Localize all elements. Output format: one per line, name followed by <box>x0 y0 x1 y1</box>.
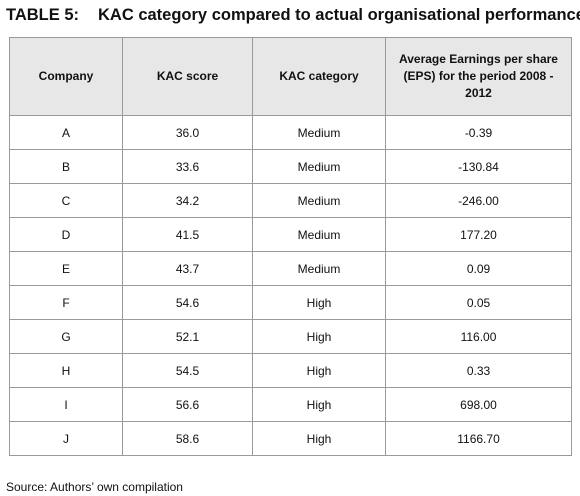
eps-cell: 0.05 <box>385 285 572 320</box>
table-row: I 56.6 High 698.00 <box>9 387 572 422</box>
eps-cell: 177.20 <box>385 217 572 252</box>
header-row: Company KAC score KAC category Average E… <box>9 37 572 116</box>
table-number: TABLE 5: <box>6 6 80 24</box>
table-row: A 36.0 Medium -0.39 <box>9 115 572 150</box>
table-body: A 36.0 Medium -0.39 B 33.6 Medium -130.84 C 34.2 M… <box>9 115 572 456</box>
eps-cell: 0.33 <box>385 353 572 388</box>
table-title: TABLE 5: KAC category compared to actual … <box>6 4 580 26</box>
kac-category-cell: High <box>252 387 386 422</box>
kac-category-cell: High <box>252 353 386 388</box>
header-kac-score: KAC score <box>122 37 253 116</box>
table-row: D 41.5 Medium 177.20 <box>9 217 572 252</box>
kac-score-cell: 34.2 <box>122 183 253 218</box>
kac-score-cell: 54.5 <box>122 353 253 388</box>
table-row: B 33.6 Medium -130.84 <box>9 149 572 184</box>
kac-category-cell: Medium <box>252 149 386 184</box>
kac-score-cell: 58.6 <box>122 421 253 456</box>
eps-cell: -130.84 <box>385 149 572 184</box>
company-cell: H <box>9 353 123 388</box>
kac-score-cell: 41.5 <box>122 217 253 252</box>
kac-category-cell: High <box>252 285 386 320</box>
eps-cell: -0.39 <box>385 115 572 150</box>
kac-score-cell: 56.6 <box>122 387 253 422</box>
header-average-eps: Average Earnings per share (EPS) for the… <box>385 37 572 116</box>
kac-category-cell: Medium <box>252 217 386 252</box>
eps-cell: -246.00 <box>385 183 572 218</box>
company-cell: F <box>9 285 123 320</box>
company-cell: G <box>9 319 123 354</box>
company-cell: J <box>9 421 123 456</box>
company-cell: C <box>9 183 123 218</box>
kac-score-cell: 54.6 <box>122 285 253 320</box>
table-row: H 54.5 High 0.33 <box>9 353 572 388</box>
eps-cell: 116.00 <box>385 319 572 354</box>
eps-cell: 1166.70 <box>385 421 572 456</box>
header-company: Company <box>9 37 123 116</box>
kac-category-cell: Medium <box>252 115 386 150</box>
source-note: Source: Authors’ own compilation <box>6 480 183 494</box>
kac-category-cell: Medium <box>252 251 386 286</box>
eps-cell: 0.09 <box>385 251 572 286</box>
header-kac-category: KAC category <box>252 37 386 116</box>
company-cell: B <box>9 149 123 184</box>
kac-category-cell: High <box>252 319 386 354</box>
company-cell: D <box>9 217 123 252</box>
company-cell: I <box>9 387 123 422</box>
company-cell: E <box>9 251 123 286</box>
table-header: Company KAC score KAC category Average E… <box>9 37 572 116</box>
table-row: C 34.2 Medium -246.00 <box>9 183 572 218</box>
table-row: F 54.6 High 0.05 <box>9 285 572 320</box>
kac-category-cell: High <box>252 421 386 456</box>
company-cell: A <box>9 115 123 150</box>
kac-category-cell: Medium <box>252 183 386 218</box>
eps-cell: 698.00 <box>385 387 572 422</box>
table-caption: KAC category compared to actual organisa… <box>98 6 580 24</box>
kac-table: Company KAC score KAC category Average E… <box>9 37 572 456</box>
kac-score-cell: 52.1 <box>122 319 253 354</box>
kac-score-cell: 43.7 <box>122 251 253 286</box>
table-row: J 58.6 High 1166.70 <box>9 421 572 456</box>
kac-score-cell: 33.6 <box>122 149 253 184</box>
table-row: E 43.7 Medium 0.09 <box>9 251 572 286</box>
table-row: G 52.1 High 116.00 <box>9 319 572 354</box>
kac-score-cell: 36.0 <box>122 115 253 150</box>
